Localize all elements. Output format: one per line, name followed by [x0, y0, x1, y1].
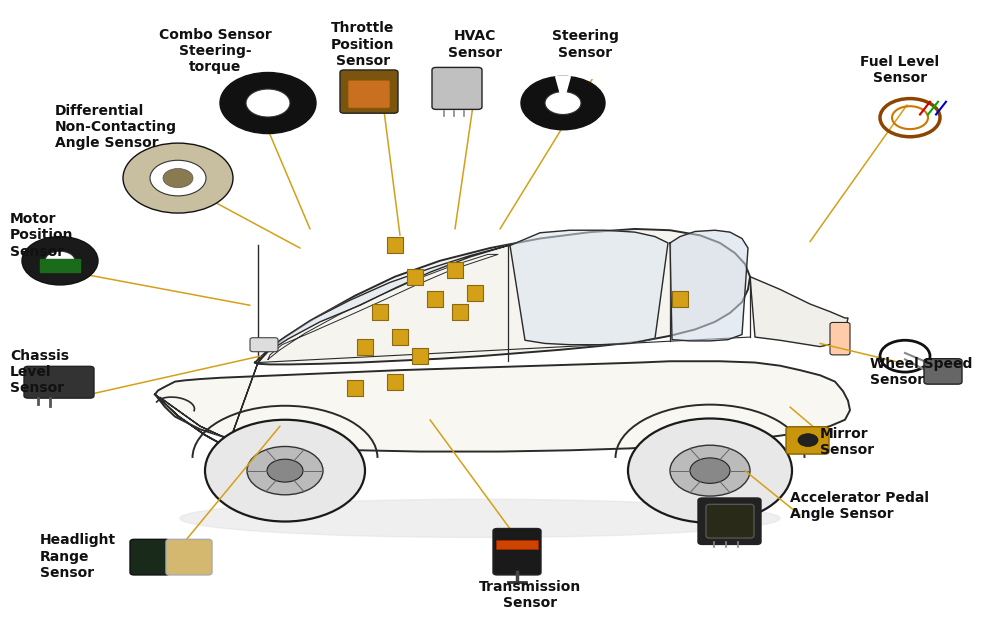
Circle shape	[670, 445, 750, 496]
Text: Combo Sensor
Steering-
torque: Combo Sensor Steering- torque	[159, 28, 271, 74]
FancyBboxPatch shape	[130, 539, 170, 575]
FancyBboxPatch shape	[340, 70, 398, 113]
Circle shape	[246, 89, 290, 117]
Circle shape	[521, 76, 605, 130]
Circle shape	[690, 458, 730, 483]
Text: Wheel Speed
Sensor: Wheel Speed Sensor	[870, 357, 972, 387]
Text: Differential
Non-Contacting
Angle Sensor: Differential Non-Contacting Angle Sensor	[55, 104, 177, 150]
Text: HVAC
Sensor: HVAC Sensor	[448, 29, 502, 60]
Point	[467, 287, 483, 298]
Text: Chassis
Level
Sensor: Chassis Level Sensor	[10, 349, 69, 395]
Point	[427, 294, 443, 304]
Point	[452, 307, 468, 317]
Polygon shape	[255, 229, 750, 364]
Polygon shape	[155, 361, 850, 452]
FancyBboxPatch shape	[706, 504, 754, 538]
Text: Transmission
Sensor: Transmission Sensor	[479, 579, 581, 610]
FancyBboxPatch shape	[698, 498, 761, 544]
Wedge shape	[556, 76, 570, 103]
Point	[372, 307, 388, 317]
Circle shape	[545, 92, 581, 114]
Point	[387, 240, 403, 250]
Polygon shape	[258, 245, 508, 363]
FancyBboxPatch shape	[496, 540, 538, 549]
FancyBboxPatch shape	[830, 322, 850, 355]
Point	[387, 377, 403, 387]
Text: Headlight
Range
Sensor: Headlight Range Sensor	[40, 534, 116, 579]
FancyBboxPatch shape	[493, 529, 541, 575]
Circle shape	[123, 143, 233, 213]
Text: Mirror
Sensor: Mirror Sensor	[820, 427, 874, 457]
Polygon shape	[160, 363, 258, 440]
FancyBboxPatch shape	[24, 366, 94, 398]
Polygon shape	[750, 277, 848, 347]
Point	[407, 272, 423, 282]
Bar	[40, 259, 80, 272]
Text: Fuel Level
Sensor: Fuel Level Sensor	[860, 55, 940, 85]
Polygon shape	[670, 230, 748, 341]
Text: Steering
Sensor: Steering Sensor	[552, 29, 618, 60]
Text: Motor
Position
Sensor: Motor Position Sensor	[10, 212, 74, 258]
Circle shape	[45, 251, 75, 270]
FancyBboxPatch shape	[432, 67, 482, 109]
Circle shape	[163, 169, 193, 188]
Circle shape	[628, 418, 792, 523]
FancyBboxPatch shape	[166, 539, 212, 575]
Circle shape	[150, 160, 206, 196]
FancyBboxPatch shape	[786, 427, 829, 454]
FancyBboxPatch shape	[348, 80, 390, 108]
Ellipse shape	[180, 499, 780, 537]
Circle shape	[22, 237, 98, 285]
Circle shape	[798, 434, 818, 446]
Polygon shape	[155, 394, 228, 448]
Point	[347, 383, 363, 393]
FancyBboxPatch shape	[250, 338, 278, 352]
Circle shape	[220, 73, 316, 134]
Point	[412, 351, 428, 361]
Circle shape	[267, 459, 303, 482]
Circle shape	[205, 420, 365, 522]
FancyBboxPatch shape	[924, 359, 962, 384]
Text: Accelerator Pedal
Angle Sensor: Accelerator Pedal Angle Sensor	[790, 490, 929, 521]
Point	[672, 294, 688, 304]
Point	[392, 332, 408, 342]
Circle shape	[247, 446, 323, 495]
Polygon shape	[510, 230, 668, 345]
Point	[357, 342, 373, 352]
Text: Throttle
Position
Sensor: Throttle Position Sensor	[331, 22, 395, 67]
Point	[447, 265, 463, 275]
